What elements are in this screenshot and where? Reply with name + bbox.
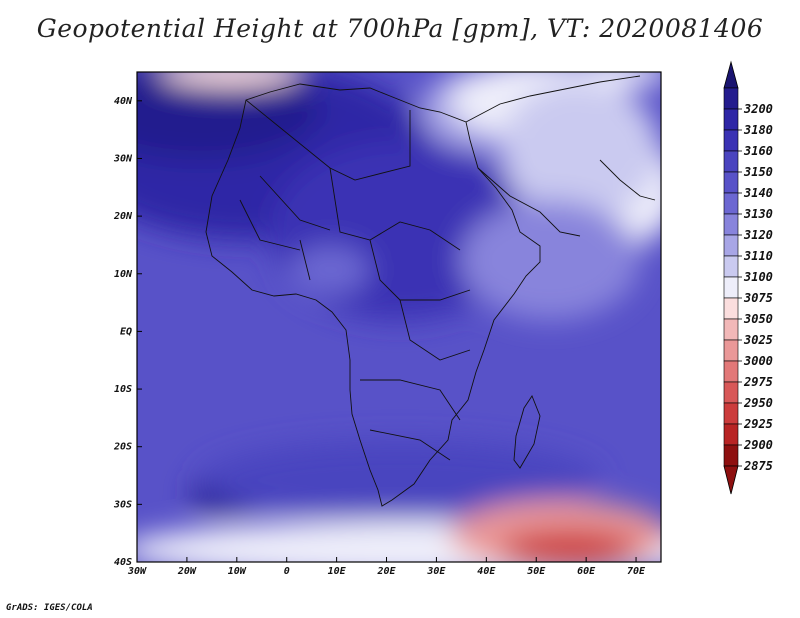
x-tick-label: 20W bbox=[177, 566, 197, 577]
coastlines bbox=[205, 75, 656, 507]
credit-text: GrADS: IGES/COLA bbox=[6, 603, 93, 613]
plot-frame bbox=[136, 71, 662, 563]
colorbar: 3200 3180 3160 3150 3140 3130 3120 3110 3100 3075… bbox=[723, 60, 773, 495]
y-tick-label: 10N bbox=[114, 269, 133, 280]
colorbar-swatch bbox=[723, 87, 739, 110]
colorbar-label: 3100 bbox=[743, 270, 773, 284]
y-axis: 40N 30N 20N 10N EQ 10S 20S 30S 40S bbox=[113, 96, 142, 568]
y-tick-label: 40N bbox=[114, 96, 133, 107]
colorbar-label: 2875 bbox=[743, 459, 773, 473]
y-tick-label: 30N bbox=[113, 153, 133, 164]
x-tick-label: 50E bbox=[527, 566, 546, 577]
colorbar-swatch bbox=[723, 108, 739, 131]
y-tick-label: 20N bbox=[113, 211, 133, 222]
colorbar-label: 3110 bbox=[743, 249, 773, 263]
y-tick-label: 10S bbox=[114, 384, 132, 395]
colorbar-label: 3050 bbox=[743, 312, 773, 326]
colorbar-label: 2900 bbox=[743, 438, 773, 452]
colorbar-swatch bbox=[723, 171, 739, 194]
y-tick-label: EQ bbox=[120, 326, 132, 337]
colorbar-swatch bbox=[723, 381, 739, 404]
colorbar-label: 3150 bbox=[743, 165, 773, 179]
colorbar-swatch bbox=[723, 444, 739, 467]
colorbar-label: 3180 bbox=[743, 123, 773, 137]
y-tick-label: 40S bbox=[114, 557, 132, 568]
colorbar-bottom-cap bbox=[723, 465, 739, 495]
x-tick-label: 60E bbox=[577, 566, 596, 577]
colorbar-label: 2975 bbox=[743, 375, 773, 389]
colorbar-swatch bbox=[723, 297, 739, 320]
colorbar-swatch bbox=[723, 402, 739, 425]
y-tick-label: 30S bbox=[113, 499, 132, 510]
x-tick-label: 30E bbox=[426, 566, 446, 577]
colorbar-label: 3140 bbox=[743, 186, 773, 200]
height-field bbox=[137, 72, 661, 562]
colorbar-swatch bbox=[723, 255, 739, 278]
colorbar-swatch bbox=[723, 339, 739, 362]
colorbar-swatch bbox=[723, 360, 739, 383]
colorbar-label: 3075 bbox=[743, 291, 773, 305]
colorbar-label: 3000 bbox=[743, 354, 773, 368]
x-tick-label: 40E bbox=[477, 566, 496, 577]
y-tick-label: 20S bbox=[113, 442, 132, 453]
x-tick-label: 20E bbox=[376, 566, 396, 577]
x-tick-label: 10W bbox=[228, 566, 247, 577]
colorbar-swatch bbox=[723, 234, 739, 257]
x-axis: 30W 20W 10W 0 10E 20E 30E 40E 50E 60E 70E bbox=[127, 557, 646, 577]
colorbar-label: 2950 bbox=[743, 396, 773, 410]
x-tick-label: 0 bbox=[284, 566, 290, 577]
colorbar-label: 3160 bbox=[743, 144, 773, 158]
chart-title: Geopotential Height at 700hPa [gpm], VT:… bbox=[36, 14, 764, 43]
colorbar-label: 3025 bbox=[743, 333, 773, 347]
colorbar-swatch bbox=[723, 192, 739, 215]
x-tick-label: 30W bbox=[127, 566, 147, 577]
x-tick-label: 10E bbox=[328, 566, 347, 577]
colorbar-top-cap bbox=[723, 60, 739, 89]
colorbar-swatch bbox=[723, 318, 739, 341]
x-tick-label: 70E bbox=[627, 566, 646, 577]
colorbar-swatch bbox=[723, 150, 739, 173]
colorbar-label: 3130 bbox=[743, 207, 773, 221]
colorbar-swatch bbox=[723, 276, 739, 299]
colorbar-label: 3120 bbox=[743, 228, 773, 242]
colorbar-swatch bbox=[723, 213, 739, 236]
colorbar-swatch bbox=[723, 129, 739, 152]
colorbar-swatch bbox=[723, 423, 739, 446]
colorbar-label: 2925 bbox=[743, 417, 773, 431]
colorbar-label: 3200 bbox=[743, 102, 773, 116]
